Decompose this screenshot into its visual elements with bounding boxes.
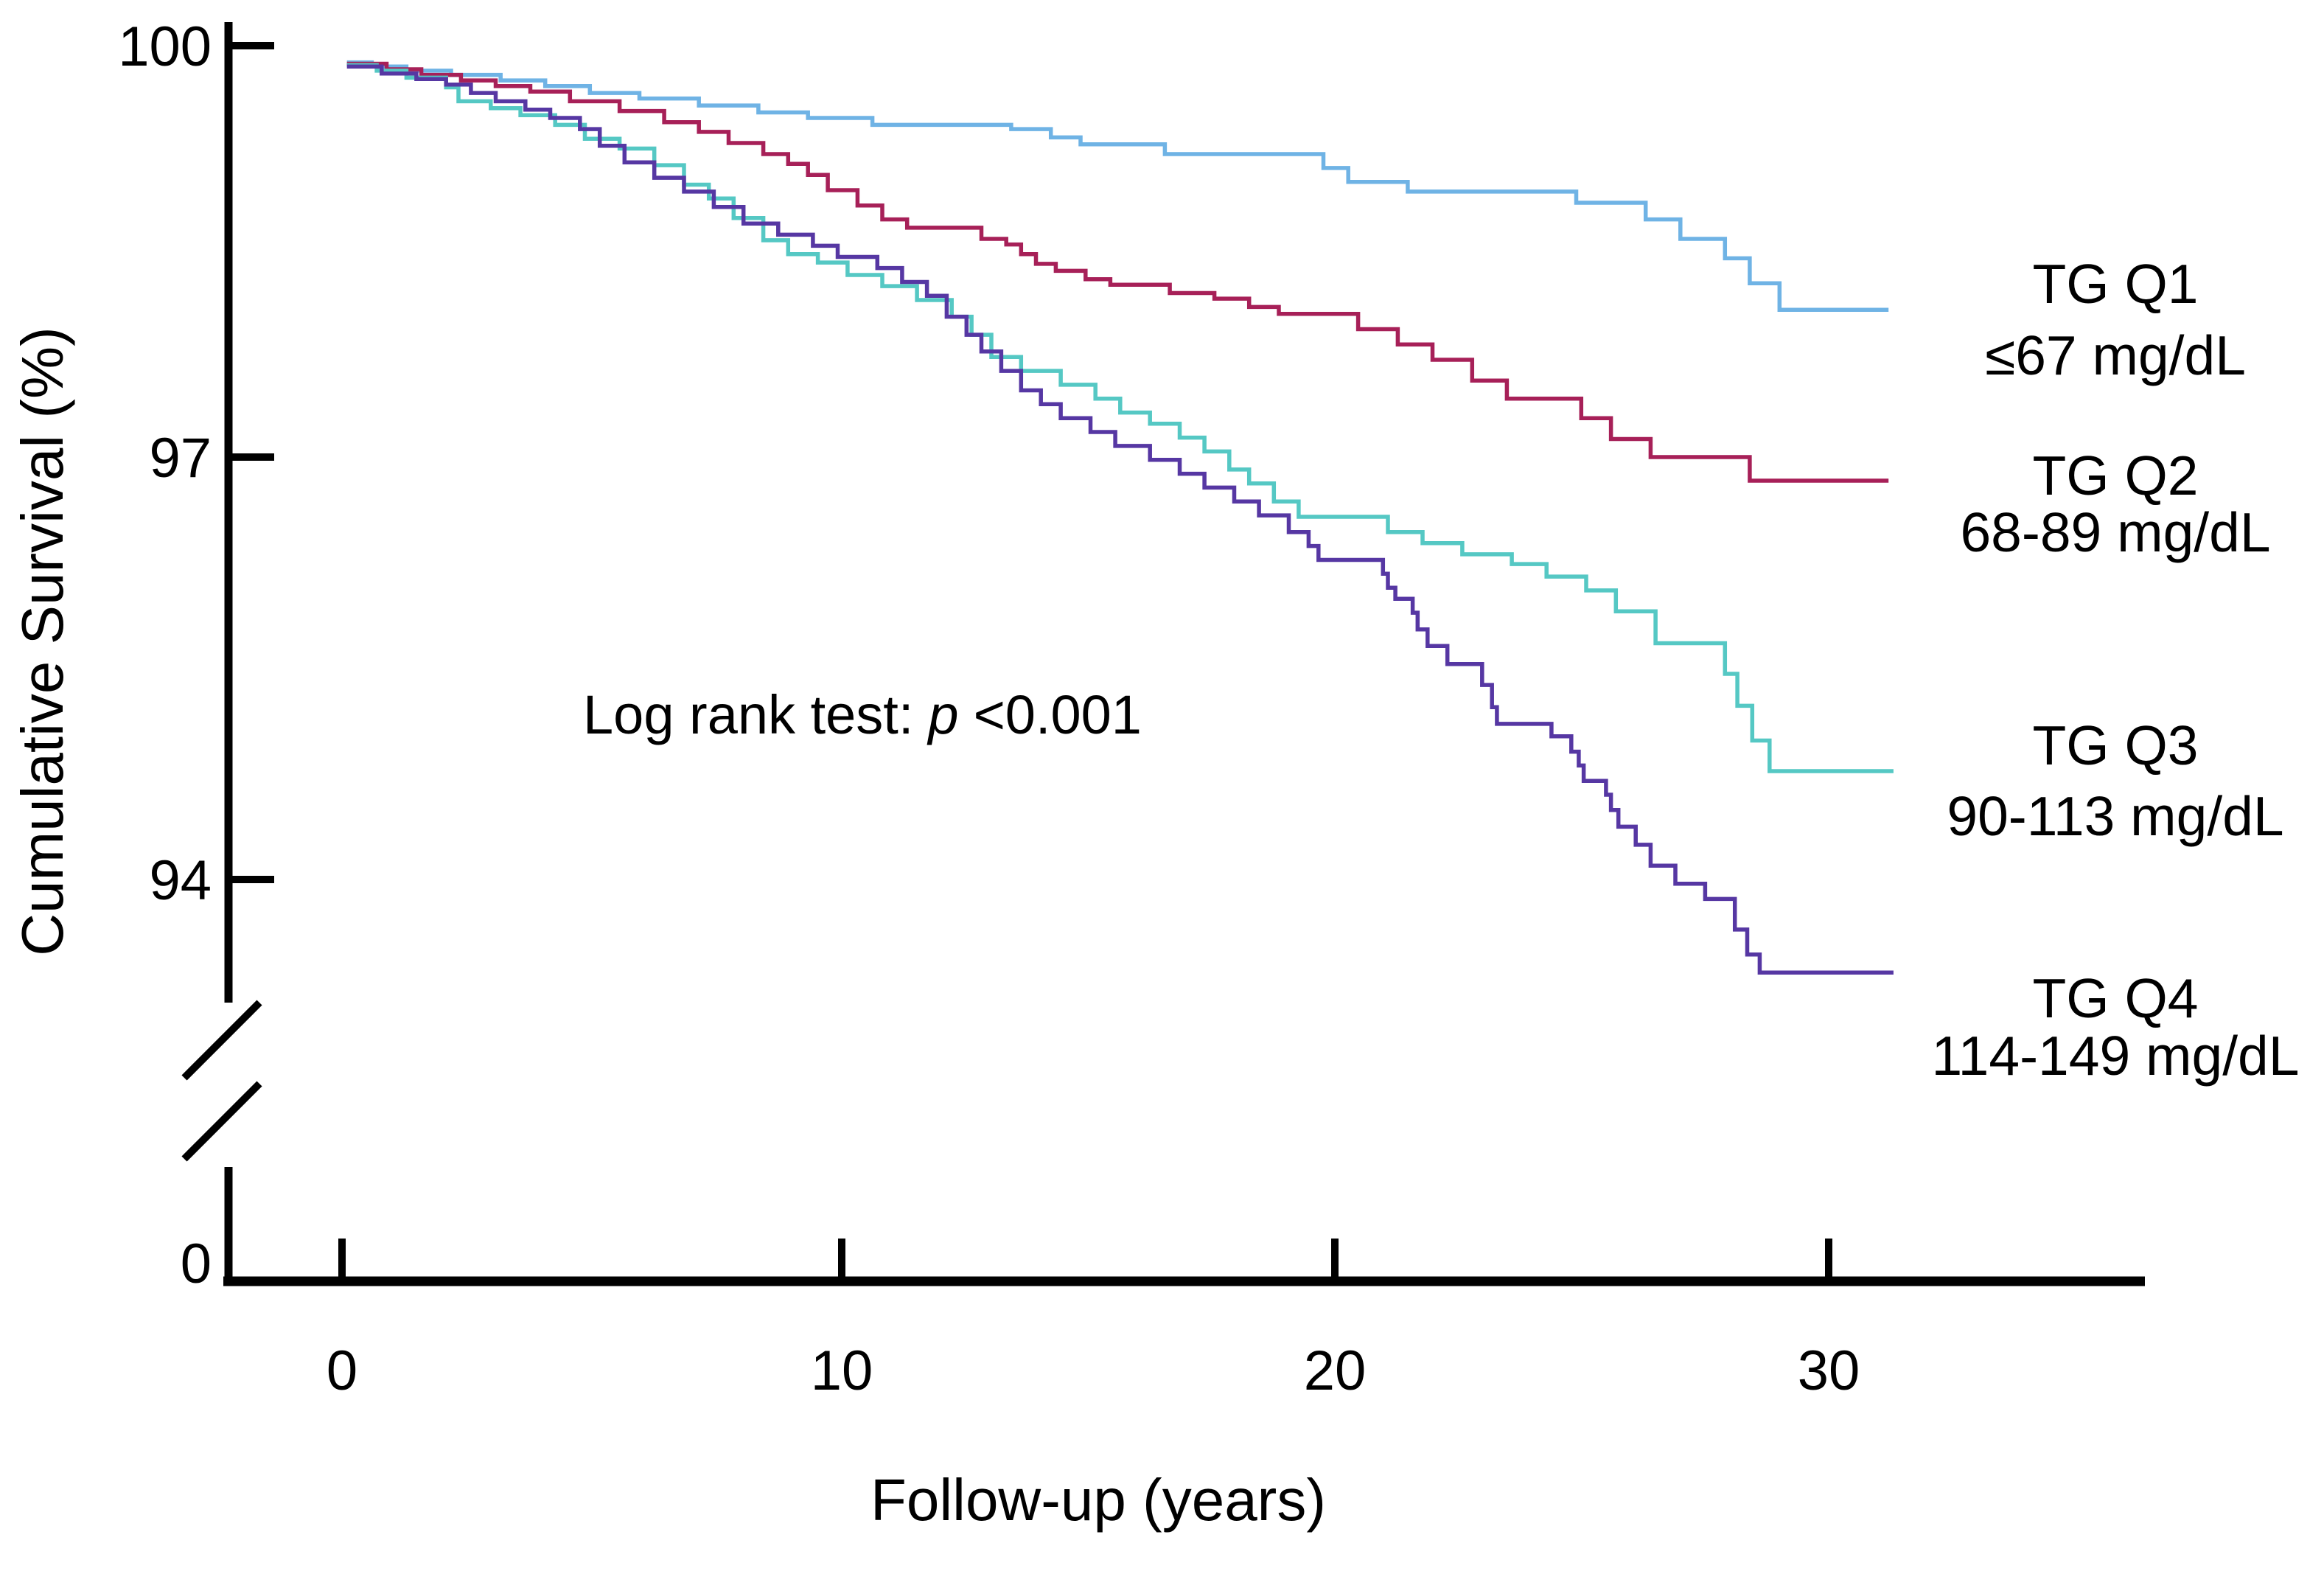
legend-q1-name: TG Q1 xyxy=(2032,253,2198,315)
y-tick-label-94: 94 xyxy=(149,849,212,912)
axis-break-slash-icon xyxy=(181,1081,262,1162)
y-axis-title: Cumulative Survival (%) xyxy=(10,327,75,956)
y-tick-label-100: 100 xyxy=(118,15,212,78)
legend-q2-name: TG Q2 xyxy=(2032,445,2198,506)
x-tick-label-30: 30 xyxy=(1798,1340,1860,1402)
annotation-p-symbol: p xyxy=(927,684,958,745)
survival-curve-q1 xyxy=(346,60,1889,312)
x-tick-label-10: 10 xyxy=(811,1340,873,1402)
log-rank-annotation: Log rank test: p <0.001 xyxy=(583,684,1142,745)
legend-q3-range: 90-113 mg/dL xyxy=(1947,785,2283,847)
legend-q4-name: TG Q4 xyxy=(2032,967,2198,1029)
legend-q1-range: ≤67 mg/dL xyxy=(1985,324,2246,386)
y-axis: 100 97 94 0 Cumulative Survival (%) xyxy=(10,15,274,1295)
legend: TG Q1 ≤67 mg/dL TG Q2 68-89 mg/dL TG Q3 … xyxy=(1932,253,2300,1087)
survival-curves xyxy=(346,60,1894,975)
survival-curve-q4 xyxy=(346,64,1894,975)
axis-break-slash-icon xyxy=(181,1000,262,1081)
annotation-prefix: Log rank test: xyxy=(583,684,913,745)
survival-curve-q3 xyxy=(346,63,1894,773)
x-axis-title: Follow-up (years) xyxy=(870,1467,1326,1533)
y-tick-label-97: 97 xyxy=(149,427,212,490)
legend-q4-range: 114-149 mg/dL xyxy=(1932,1025,2300,1087)
legend-q2-range: 68-89 mg/dL xyxy=(1960,501,2270,563)
y-tick-label-0: 0 xyxy=(181,1233,212,1295)
legend-q3-name: TG Q3 xyxy=(2032,714,2198,776)
survival-curve-q2 xyxy=(346,61,1889,483)
x-tick-label-20: 20 xyxy=(1304,1340,1367,1402)
x-tick-label-0: 0 xyxy=(327,1340,357,1402)
x-axis: 0 10 20 30 Follow-up (years) xyxy=(223,1239,2145,1533)
annotation-value: <0.001 xyxy=(974,684,1142,745)
